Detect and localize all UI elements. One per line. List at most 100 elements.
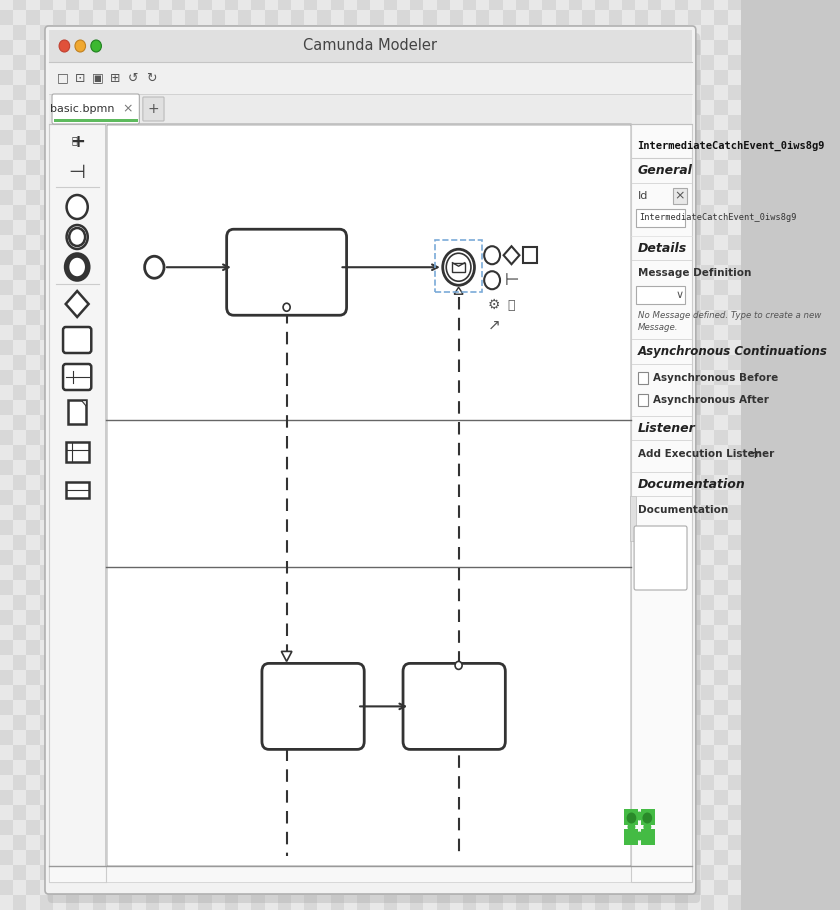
Bar [410, 700, 423, 715]
Bar [225, 220, 238, 235]
Bar [331, 235, 344, 250]
Bar [370, 490, 384, 505]
Bar [66, 475, 79, 490]
Bar [238, 610, 251, 625]
Bar [145, 700, 159, 715]
Bar [145, 745, 159, 760]
Bar [265, 475, 278, 490]
Bar [304, 40, 318, 55]
Bar [92, 550, 106, 565]
Bar [318, 115, 331, 130]
Circle shape [75, 40, 86, 52]
Bar [318, 760, 331, 775]
Bar [490, 205, 502, 220]
Bar [569, 115, 582, 130]
Bar [437, 550, 449, 565]
Bar [212, 580, 225, 595]
Bar [370, 880, 384, 895]
Bar [476, 295, 490, 310]
Bar [172, 865, 185, 880]
Bar [238, 400, 251, 415]
Bar [331, 850, 344, 865]
Bar [661, 100, 675, 115]
Bar [106, 490, 119, 505]
Bar [410, 0, 423, 10]
Bar [225, 115, 238, 130]
Bar [198, 565, 212, 580]
Bar [0, 310, 13, 325]
Bar [437, 250, 449, 265]
Bar [529, 640, 543, 655]
Bar [185, 445, 198, 460]
Bar [79, 0, 92, 10]
Bar [278, 595, 291, 610]
Bar [490, 325, 502, 340]
Bar [26, 235, 39, 250]
Bar [331, 55, 344, 70]
Bar [318, 85, 331, 100]
Bar [463, 400, 476, 415]
Bar [53, 70, 66, 85]
Bar [490, 760, 502, 775]
Bar [238, 835, 251, 850]
Bar [516, 520, 529, 535]
Bar [529, 115, 543, 130]
Bar [727, 190, 741, 205]
Bar [661, 355, 675, 370]
Bar [172, 220, 185, 235]
Bar [490, 400, 502, 415]
Bar [675, 580, 688, 595]
Bar [79, 820, 92, 835]
Bar [331, 835, 344, 850]
Bar [79, 655, 92, 670]
Bar [278, 265, 291, 280]
Bar [79, 250, 92, 265]
Bar [132, 550, 145, 565]
Bar [172, 400, 185, 415]
Bar [265, 220, 278, 235]
Bar [225, 775, 238, 790]
Bar [212, 895, 225, 910]
Bar [79, 25, 92, 40]
Bar [145, 880, 159, 895]
Bar [463, 505, 476, 520]
Bar [331, 415, 344, 430]
Bar [555, 460, 569, 475]
Bar [185, 685, 198, 700]
Bar [318, 385, 331, 400]
Bar [661, 175, 675, 190]
Bar [331, 595, 344, 610]
Bar [701, 700, 714, 715]
Bar [502, 685, 516, 700]
Bar [291, 505, 304, 520]
Bar [396, 400, 410, 415]
Bar [596, 730, 608, 745]
Bar [688, 625, 701, 640]
Bar [13, 685, 26, 700]
Bar [384, 415, 396, 430]
Bar [13, 505, 26, 520]
Bar [476, 325, 490, 340]
Bar [212, 220, 225, 235]
Bar [13, 865, 26, 880]
FancyBboxPatch shape [227, 229, 347, 315]
Bar [185, 265, 198, 280]
Bar [39, 205, 53, 220]
Bar [225, 895, 238, 910]
Bar [502, 565, 516, 580]
Bar [92, 730, 106, 745]
Bar [635, 715, 648, 730]
Bar [410, 280, 423, 295]
Bar [291, 475, 304, 490]
Bar [39, 670, 53, 685]
Bar [701, 370, 714, 385]
Bar [423, 460, 437, 475]
Bar [661, 25, 675, 40]
Bar [53, 670, 66, 685]
Bar [92, 835, 106, 850]
Bar [476, 55, 490, 70]
Bar [0, 535, 13, 550]
Bar [463, 325, 476, 340]
Bar [53, 145, 66, 160]
Bar [238, 115, 251, 130]
